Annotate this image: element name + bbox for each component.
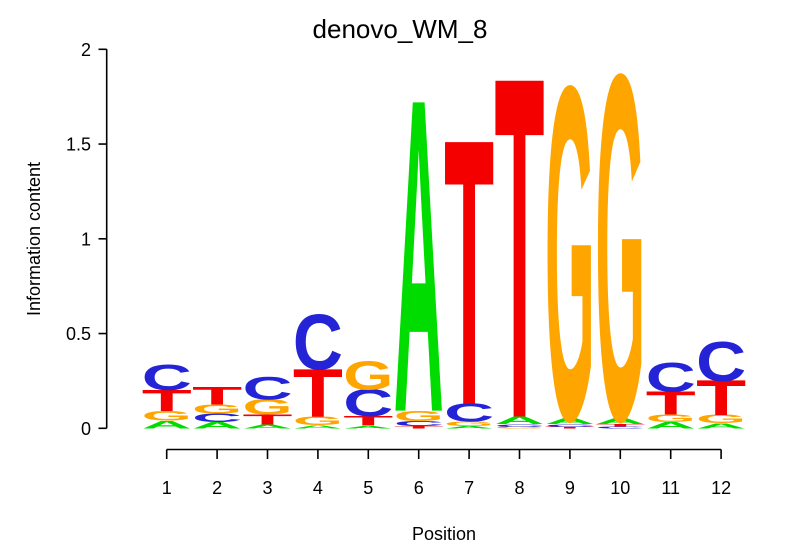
logo-letter-G: G (394, 408, 444, 425)
logo-letter-T: T (394, 425, 444, 429)
logo-letter-T: T (243, 412, 293, 428)
logo-letter-C: C (595, 426, 645, 429)
y-tick-label: 0 (81, 419, 91, 439)
x-tick-label: 8 (514, 478, 524, 498)
x-tick-label: 3 (262, 478, 272, 498)
logo-letter-A: A (343, 425, 393, 429)
logo-letter-C: C (293, 298, 343, 387)
logo-letter-G: G (595, 0, 645, 524)
logo-letter-A: A (595, 417, 645, 426)
logo-letter-A: A (394, 5, 444, 506)
logo-letter-T: T (696, 370, 746, 425)
logo-letter-T: T (646, 384, 696, 422)
logo-letter-G: G (243, 395, 293, 420)
logo-letter-T: T (444, 59, 494, 484)
logo-letter-G: G (646, 412, 696, 424)
x-axis: 1 2 3 4 5 6 7 8 9 10 11 12 (162, 448, 731, 498)
x-tick-label: 12 (711, 478, 731, 498)
x-axis-label: Position (412, 524, 476, 544)
x-tick-label: 7 (464, 478, 474, 498)
y-tick-label: 1 (81, 229, 91, 249)
logo-letter-G: G (343, 353, 393, 398)
y-tick-label: 0.5 (66, 324, 91, 344)
x-tick-label: 9 (565, 478, 575, 498)
x-tick-label: 6 (414, 478, 424, 498)
logo-letter-A: A (545, 417, 595, 426)
y-tick-label: 1.5 (66, 135, 91, 155)
x-tick-label: 5 (363, 478, 373, 498)
x-tick-label: 1 (162, 478, 172, 498)
logo-letter-A: A (142, 419, 192, 431)
logo-letter-T: T (495, 0, 545, 520)
x-tick-label: 10 (610, 478, 630, 498)
logo-letter-T: T (343, 413, 393, 428)
logo-letter-G: G (495, 426, 545, 428)
logo-letter-T: T (192, 383, 242, 410)
logo-letter-G: G (192, 402, 242, 417)
logo-letter-C: C (646, 355, 696, 401)
logo-letter-C: C (192, 411, 242, 425)
logo-letter-A: A (495, 414, 545, 426)
logo-letter-A: A (243, 423, 293, 429)
logo-letter-A: A (444, 425, 494, 429)
logo-letter-G: G (142, 408, 192, 423)
y-axis: 0 0.5 1 1.5 2 (66, 40, 108, 439)
logo-letter-C: C (696, 330, 746, 393)
logo-letter-T: T (142, 383, 192, 418)
logo-letter-G: G (696, 413, 746, 426)
logo-letter-C: C (495, 423, 545, 427)
logo-letter-C: C (243, 370, 293, 406)
x-tick-label: 4 (313, 478, 323, 498)
logo-letter-C: C (343, 382, 393, 425)
logo-letter-C: C (394, 420, 444, 428)
logo-letter-A: A (646, 420, 696, 430)
logo-letter-T: T (545, 426, 595, 428)
y-tick-label: 2 (81, 40, 91, 60)
logo-letter-T: T (293, 355, 343, 432)
logo-letter-A: A (293, 424, 343, 430)
logo-letter-C: C (444, 398, 494, 427)
y-axis-label: Information content (24, 162, 44, 316)
x-tick-label: 2 (212, 478, 222, 498)
logo-letter-G: G (293, 414, 343, 428)
plot-title: denovo_WM_8 (313, 14, 488, 44)
logo-letter-C: C (545, 423, 595, 427)
logo-letter-A: A (696, 421, 746, 430)
x-tick-label: 11 (661, 478, 680, 498)
logo-letter-G: G (444, 420, 494, 427)
logo-letter-G: G (545, 0, 595, 521)
logo-letter-A: A (192, 420, 242, 430)
logo-letter-T: T (595, 423, 645, 427)
logo-letter-C: C (142, 358, 192, 398)
